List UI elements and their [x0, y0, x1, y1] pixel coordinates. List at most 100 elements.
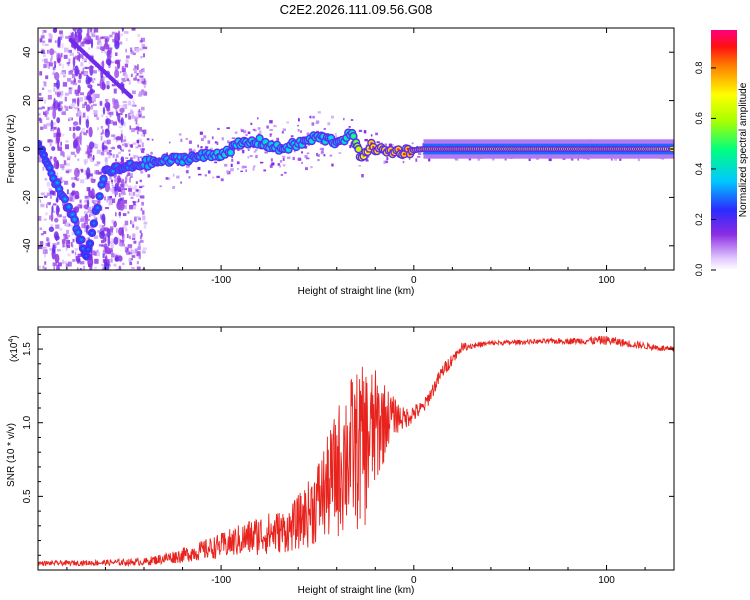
spectrogram-speckle: [65, 36, 70, 39]
spectrogram-speckle: [139, 235, 143, 240]
spectrogram-speckle: [138, 241, 141, 245]
spectrogram-speckle: [197, 144, 199, 148]
spectrogram-speckle: [100, 135, 103, 141]
spectrogram-speckle: [140, 170, 144, 174]
spectrogram-speckle: [141, 249, 146, 254]
spectrogram-speckle: [140, 37, 146, 42]
spectrogram-speckle: [65, 222, 70, 227]
spectrogram-speckle: [133, 206, 136, 210]
spectrogram-streak: [86, 95, 92, 101]
spectrogram-speckle: [84, 170, 87, 175]
ridge-core: [229, 151, 232, 154]
y-tick-label: 1.0: [22, 415, 33, 429]
spectrogram-speckle: [142, 215, 146, 221]
spectrogram-speckle: [52, 262, 57, 266]
spectrogram-speckle: [93, 28, 99, 33]
spectrogram-speckle: [147, 174, 151, 178]
spectrogram-speckle: [504, 158, 507, 161]
spectrogram-speckle: [93, 70, 97, 74]
spectrogram-speckle: [136, 266, 141, 270]
spectrogram-streak: [102, 237, 107, 243]
spectrogram-speckle: [125, 157, 129, 159]
spectrogram-speckle: [331, 163, 334, 167]
spectrogram-speckle: [305, 157, 310, 160]
spectrogram-speckle: [125, 180, 127, 184]
spectrogram-speckle: [282, 164, 286, 167]
spectrogram-speckle: [59, 30, 63, 35]
spectrogram-speckle: [247, 155, 250, 159]
spectrogram-speckle: [93, 142, 96, 146]
spectrogram-speckle: [68, 49, 72, 53]
spectrogram-speckle: [64, 163, 67, 166]
spectrogram-speckle: [212, 176, 215, 179]
spectrogram-speckle: [197, 167, 201, 170]
spectrogram-speckle: [96, 252, 101, 257]
spectrogram-speckle: [60, 53, 63, 58]
spectrogram-speckle: [133, 127, 137, 131]
spectrogram-speckle: [391, 143, 394, 147]
spectrogram-streak: [87, 199, 90, 208]
spectrogram-speckle: [65, 170, 70, 174]
spectrogram-speckle: [230, 163, 233, 167]
spectrogram-speckle: [75, 256, 78, 260]
spectrogram-speckle: [80, 179, 85, 184]
spectrogram-speckle: [216, 141, 219, 145]
spectrogram-speckle: [48, 62, 53, 67]
ridge-core: [98, 195, 101, 198]
spectrogram-speckle: [131, 115, 136, 119]
spectrogram-speckle: [376, 141, 380, 144]
spectrogram-y-axis-label: Frequency (Hz): [6, 115, 17, 184]
spectrogram-streak: [107, 235, 111, 247]
spectrogram-speckle: [132, 99, 135, 103]
spectrogram-speckle: [528, 157, 531, 161]
spectrogram-speckle: [87, 153, 92, 159]
spectrogram-speckle: [110, 244, 114, 248]
figure-title: C2E2.2026.111.09.56.G08: [280, 2, 433, 17]
spectrogram-speckle: [79, 268, 82, 270]
ridge-core: [84, 254, 88, 258]
spectrogram-speckle: [115, 139, 118, 143]
spectrogram-speckle: [133, 201, 136, 206]
spectrogram-streak: [70, 191, 75, 197]
spectrogram-streak: [53, 156, 57, 163]
spectrogram-speckle: [63, 180, 69, 185]
spectrogram-speckle: [136, 73, 139, 76]
spectrogram-speckle: [124, 31, 129, 34]
spectrogram-speckle: [122, 204, 127, 210]
spectrogram-speckle: [88, 219, 90, 222]
spectrogram-speckle: [95, 35, 99, 40]
spectrogram-speckle: [68, 223, 71, 227]
spectrogram-speckle: [61, 90, 64, 96]
ridge-core: [90, 231, 94, 234]
spectrogram-speckle: [317, 154, 320, 157]
spectrogram-speckle: [95, 217, 98, 223]
spectrogram-streak: [85, 104, 91, 112]
spectrogram-speckle: [136, 189, 139, 192]
spectrogram-speckle: [67, 156, 71, 161]
x-tick-label: -100: [211, 275, 231, 286]
spectrogram-speckle: [53, 132, 58, 138]
spectrogram-speckle: [137, 110, 142, 115]
spectrogram-speckle: [637, 158, 640, 162]
spectrogram-speckle: [290, 135, 293, 138]
spectrogram-speckle: [81, 223, 86, 229]
spectrogram-speckle: [250, 122, 253, 126]
spectrogram-speckle: [42, 31, 44, 36]
spectrogram-speckle: [63, 261, 67, 264]
spectrogram-speckle: [115, 110, 118, 113]
spectrogram-speckle: [310, 166, 313, 169]
spectrogram-speckle: [418, 152, 422, 155]
spectrogram-speckle: [68, 105, 73, 109]
spectrogram-speckle: [53, 69, 55, 74]
spectrogram-speckle: [75, 31, 79, 37]
spectrogram-speckle: [370, 134, 373, 137]
spectrogram-speckle: [232, 147, 236, 151]
spectrogram-speckle: [384, 143, 387, 146]
spectrogram-speckle: [105, 161, 108, 166]
spectrogram-speckle: [91, 250, 96, 256]
ridge-core: [329, 136, 333, 140]
spectrogram-speckle: [96, 117, 100, 120]
spectrogram-speckle: [139, 189, 141, 193]
spectrogram-speckle: [315, 120, 320, 123]
spectrogram-speckle: [98, 171, 102, 175]
